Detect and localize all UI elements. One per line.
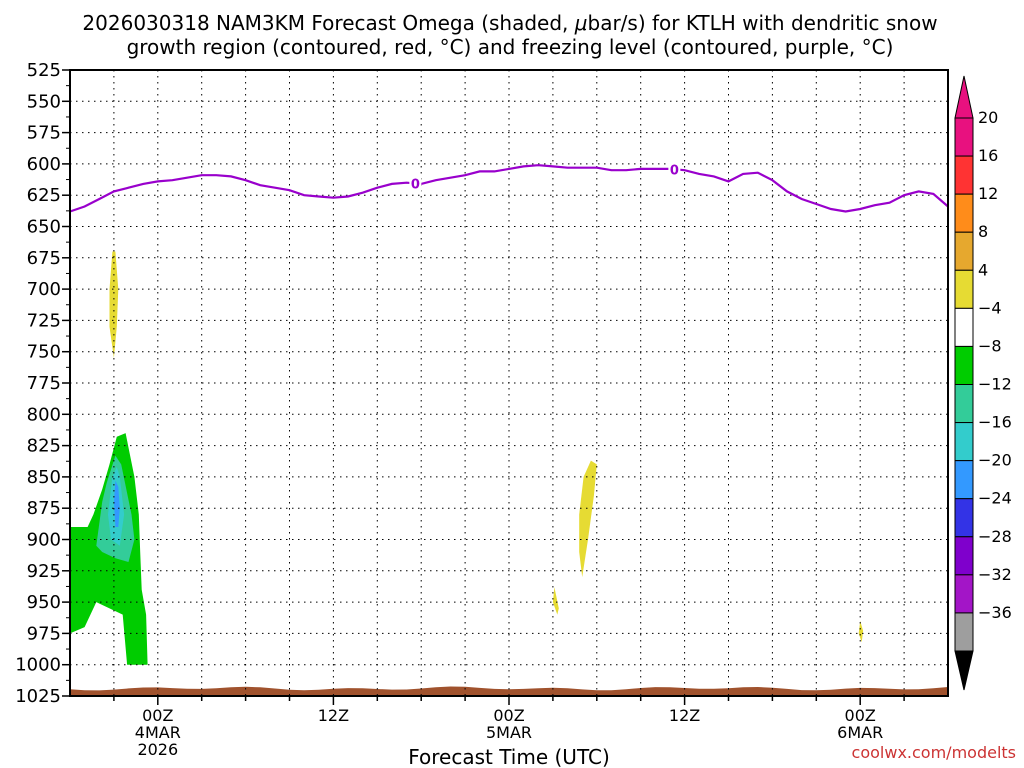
title-line-1: 2026030318 NAM3KM Forecast Omega (shaded…: [82, 11, 937, 35]
x-tick-date-3: 5MAR: [486, 723, 532, 742]
contour-label-2: 0: [670, 163, 679, 178]
omega-region-6: [579, 460, 597, 578]
colorbar-label-9: −16: [978, 413, 1012, 432]
y-tick-label-600: 600: [27, 154, 61, 175]
x-tick-label-4: 12Z: [669, 706, 700, 725]
y-tick-label-525: 525: [27, 60, 61, 81]
y-tick-label-825: 825: [27, 436, 61, 457]
y-tick-label-675: 675: [27, 248, 61, 269]
y-tick-label-1025: 1025: [15, 686, 61, 707]
colorbar-swatch-6: [954, 307, 974, 347]
x-tick-date-1: 4MAR: [135, 723, 181, 742]
y-tick-label-850: 850: [27, 467, 61, 488]
colorbar-swatch-13: [954, 574, 974, 614]
y-tick-label-925: 925: [27, 561, 61, 582]
y-tick-label-550: 550: [27, 91, 61, 112]
omega-region-5: [113, 480, 120, 527]
y-tick-label-900: 900: [27, 530, 61, 551]
credit-text[interactable]: coolwx.com/modelts: [852, 743, 1016, 762]
grid-lines: [70, 70, 948, 696]
colorbar-label-12: −28: [978, 527, 1012, 546]
x-tick-label-1: 00Z: [142, 706, 173, 725]
colorbar-swatch-9: [954, 422, 974, 462]
colorbar-label-3: 12: [978, 184, 998, 203]
colorbar-label-2: 16: [978, 146, 998, 165]
colorbar-label-7: −8: [978, 336, 1002, 355]
y-tick-label-700: 700: [27, 279, 61, 300]
y-axis: 525 550 575 600 625 650 675 700 725 750 775 800 825 8…: [15, 60, 70, 707]
colorbar-label-11: −24: [978, 489, 1012, 508]
freezing-level-line: [69, 164, 949, 213]
colorbar-swatch-12: [954, 536, 974, 576]
colorbar-swatch-10: [954, 460, 974, 500]
omega-region-8: [858, 620, 864, 643]
colorbar-label-10: −20: [978, 451, 1012, 470]
colorbar-label-13: −32: [978, 565, 1012, 584]
colorbar-swatch-7: [954, 345, 974, 385]
x-tick-label-3: 00Z: [493, 706, 524, 725]
colorbar-swatch-14: [954, 612, 974, 652]
colorbar-swatch-8: [954, 384, 974, 424]
x-tick-label-2: 12Z: [318, 706, 349, 725]
contour-label-bg-2: [668, 161, 681, 178]
y-tick-label-575: 575: [27, 123, 61, 144]
colorbar-label-6: −4: [978, 298, 1002, 317]
freezing-level-contour: 00: [69, 161, 949, 213]
colorbar-swatch-1: [954, 117, 974, 157]
colorbar-swatch-2: [954, 155, 974, 195]
x-tick-label-5: 00Z: [845, 706, 876, 725]
y-tick-label-725: 725: [27, 310, 61, 331]
colorbar-label-5: 4: [978, 260, 988, 279]
x-tick-date-5: 6MAR: [837, 723, 883, 742]
y-tick-label-775: 775: [27, 373, 61, 394]
contour-label-1: 0: [411, 177, 420, 192]
omega-region-7: [552, 587, 559, 615]
colorbar-label-14: −36: [978, 603, 1012, 622]
y-tick-label-625: 625: [27, 185, 61, 206]
colorbar-swatch-3: [954, 193, 974, 233]
colorbar-top-arrow: [954, 75, 974, 119]
x-axis-label: Forecast Time (UTC): [408, 745, 610, 768]
x-tick-year-1: 2026: [137, 740, 178, 759]
colorbar-label-1: 20: [978, 108, 998, 127]
colorbar-swatch-4: [954, 231, 974, 271]
y-tick-label-1000: 1000: [15, 655, 61, 676]
y-tick-label-975: 975: [27, 623, 61, 644]
y-tick-label-800: 800: [27, 404, 61, 425]
colorbar-swatch-5: [954, 269, 974, 309]
colorbar-legend: 20 16 12 8 4 −4 −8 −12 −16 −20 −24 −28 −32 −36: [954, 75, 1012, 691]
y-tick-label-950: 950: [27, 592, 61, 613]
contour-label-bg-1: [409, 175, 422, 192]
title-line-2: growth region (contoured, red, °C) and f…: [127, 35, 894, 59]
omega-shading: [70, 251, 864, 665]
colorbar-bottom-arrow: [954, 650, 974, 691]
y-tick-label-650: 650: [27, 217, 61, 238]
y-tick-label-875: 875: [27, 498, 61, 519]
colorbar-label-8: −12: [978, 375, 1012, 394]
colorbar-label-4: 8: [978, 222, 988, 241]
y-tick-label-750: 750: [27, 342, 61, 363]
colorbar-swatch-11: [954, 498, 974, 538]
